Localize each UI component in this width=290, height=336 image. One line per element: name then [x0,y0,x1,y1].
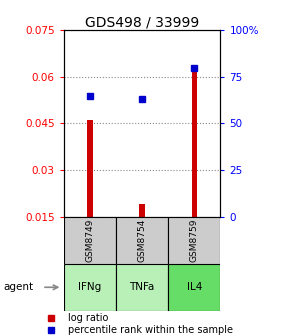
Bar [87,120,93,217]
Text: GSM8749: GSM8749 [85,218,95,262]
Bar [64,264,116,311]
Bar [139,204,145,217]
Text: GSM8754: GSM8754 [137,218,147,262]
Text: IL4: IL4 [186,282,202,292]
Text: log ratio: log ratio [68,313,108,323]
Bar [192,71,197,217]
Text: IFNg: IFNg [78,282,102,292]
Bar [116,217,168,264]
Text: agent: agent [3,282,33,292]
Text: GSM8759: GSM8759 [190,218,199,262]
Title: GDS498 / 33999: GDS498 / 33999 [85,15,199,29]
Text: TNFa: TNFa [129,282,155,292]
Text: percentile rank within the sample: percentile rank within the sample [68,326,233,335]
Bar [168,217,220,264]
Bar [116,264,168,311]
Bar [168,264,220,311]
Bar [64,217,116,264]
